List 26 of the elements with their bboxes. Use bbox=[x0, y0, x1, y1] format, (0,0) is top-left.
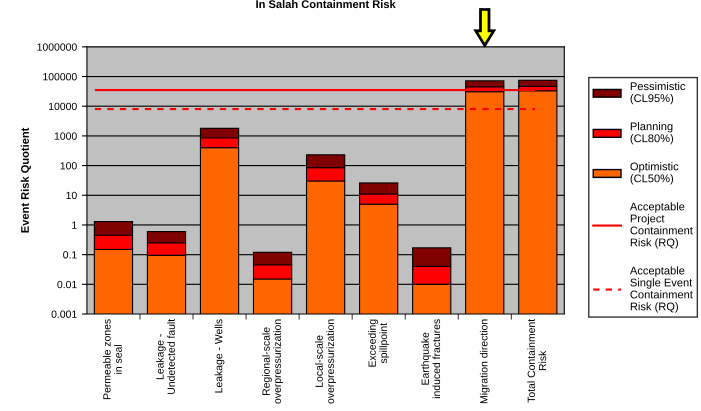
legend-label: Acceptable Single Event Containment Risk (RQ) bbox=[630, 266, 693, 313]
y-tick-label: 0.01 bbox=[57, 280, 77, 288]
y-tick-label: 0.001 bbox=[52, 310, 77, 318]
x-tick-label: Leakage - Undetected fault bbox=[156, 318, 175, 394]
y-tick-label: 1 bbox=[72, 222, 77, 229]
legend-label: Planning (CL80%) bbox=[630, 122, 674, 144]
y-axis-title: Event Risk Quotient bbox=[20, 128, 31, 232]
y-tick-label: 1000000 bbox=[37, 43, 77, 51]
y-tick-label: 1000 bbox=[54, 132, 77, 140]
chart-title: In Salah Containment Risk bbox=[256, 0, 396, 8]
legend-label: Optimistic (CL50%) bbox=[630, 162, 678, 184]
y-tick-label: 0.1 bbox=[63, 251, 77, 259]
x-tick-label: Leakage - Wells bbox=[214, 319, 224, 393]
y-tick-label: 100000 bbox=[43, 73, 77, 80]
x-tick-label: Permeable zones in seal bbox=[102, 319, 122, 400]
legend-label: Pessimistic (CL95%) bbox=[630, 82, 686, 104]
x-tick-label: Total Containment Risk bbox=[527, 318, 546, 403]
y-tick-label: 10 bbox=[66, 192, 77, 200]
x-tick-label: Local-scale overpressurization bbox=[315, 320, 336, 404]
y-tick-label: 100 bbox=[60, 162, 77, 170]
x-tick-label: Exceeding spillpoint bbox=[368, 320, 390, 367]
x-tick-label: Migration direction bbox=[480, 320, 490, 404]
y-tick-label: 10000 bbox=[49, 102, 77, 110]
x-tick-label: Regional-scale overpressurization bbox=[262, 320, 284, 404]
legend-label: Acceptable Project Containment Risk (RQ) bbox=[630, 202, 693, 249]
x-tick-label: Earthquake induced fractures bbox=[421, 319, 440, 398]
